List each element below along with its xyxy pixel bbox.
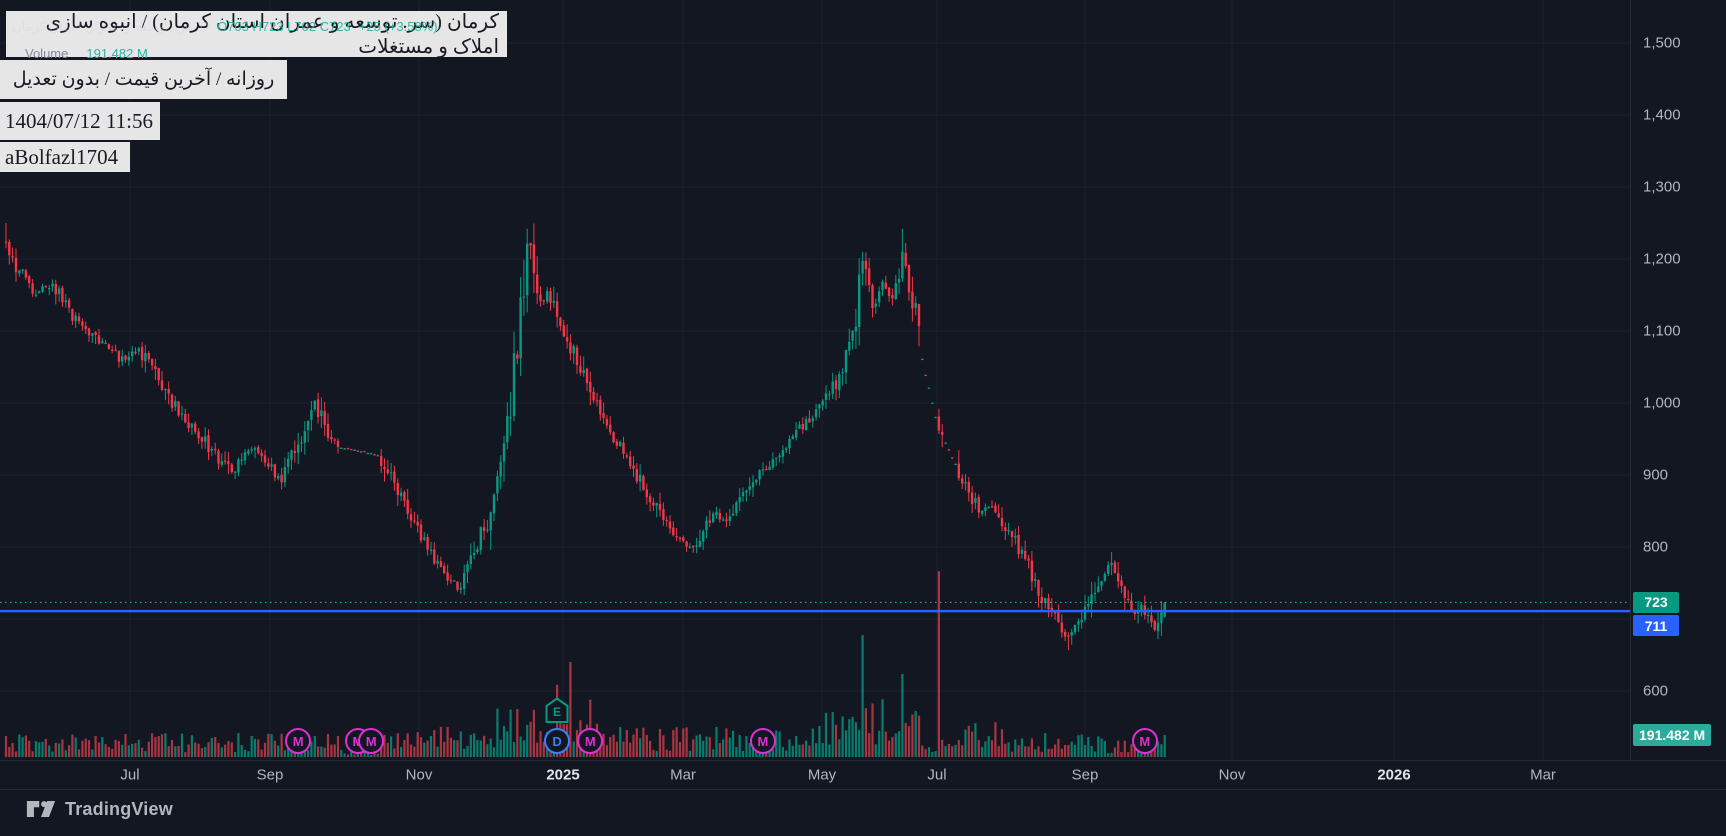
annotation-datetime[interactable]: 1404/07/12 11:56 (0, 102, 160, 140)
annotation-interval-note-text: روزانه / آخرین قیمت / بدون تعدیل (12, 69, 275, 90)
tradingview-logo-text: TradingView (65, 798, 173, 819)
time-axis-month-label: Sep (1071, 766, 1099, 784)
price-axis-label: 1,400 (1643, 106, 1681, 124)
dividend-marker-icon[interactable]: D (544, 728, 571, 754)
legend-ohlc-values: O703 H723 L702 C723 (217, 19, 351, 34)
last-price-badge: 723 (1633, 591, 1679, 613)
price-axis-label: 900 (1643, 466, 1669, 484)
annotation-datetime-text: 1404/07/12 11:56 (5, 108, 153, 133)
time-axis-year-label: 2025 (546, 766, 580, 784)
volume-label: Volume (25, 46, 69, 61)
earnings-marker-icon[interactable]: E (545, 697, 569, 729)
time-axis-month-label: Jul (120, 766, 140, 784)
volume-value: 191.482 M (86, 46, 148, 61)
volume-badge: 191.482 M (1633, 724, 1712, 746)
blue-line-price-badge: 711 (1633, 615, 1679, 637)
annotation-username-text: aBolfazl1704 (5, 144, 119, 169)
price-axis-label: 1,100 (1643, 322, 1681, 340)
assembly-marker-icon[interactable]: M (285, 728, 312, 754)
assembly-marker-icon[interactable]: M (577, 728, 604, 754)
assembly-marker-icon[interactable]: M (1131, 728, 1158, 754)
time-axis-month-label: Jul (927, 766, 947, 784)
time-axis-month-label: Mar (670, 766, 696, 784)
time-axis-month-label: Nov (405, 766, 433, 784)
assembly-marker-icon[interactable]: M (749, 728, 776, 754)
legend-interval: D (199, 19, 210, 34)
annotation-username[interactable]: aBolfazl1704 (0, 142, 130, 172)
annotation-symbol-name-text: کرمان (سر. توسعه و عمران استان کرمان) / … (45, 11, 500, 58)
assembly-marker-icon[interactable]: M (358, 728, 385, 754)
legend-change-value: +25 (+3.58%) (358, 19, 438, 34)
annotation-interval-note[interactable]: روزانه / آخرین قیمت / بدون تعدیل (0, 60, 287, 99)
symbol-legend-row[interactable]: س. توسعه و عمران استان کرمان D O703 H723… (12, 19, 438, 35)
price-scale[interactable]: 1,500 1,400 1,300 1,200 1,100 1,000 900 800 600 (1630, 0, 1726, 760)
price-axis-label: 1,000 (1643, 394, 1681, 412)
time-axis-month-label: Sep (256, 766, 284, 784)
price-axis-label: 600 (1643, 682, 1669, 700)
time-scale[interactable]: Jul Sep Nov 2025 Mar May Jul Sep Nov 2026 Mar (0, 760, 1726, 790)
legend-symbol-title: س. توسعه و عمران استان کرمان (12, 19, 192, 34)
price-axis-label: 1,200 (1643, 250, 1681, 268)
price-axis-label: 800 (1643, 538, 1669, 556)
volume-legend-row[interactable]: Volume 191.482 M (25, 46, 148, 61)
time-axis-month-label: Nov (1218, 766, 1246, 784)
time-axis-year-label: 2026 (1377, 766, 1411, 784)
price-axis-label: 1,500 (1643, 34, 1681, 52)
tradingview-attribution[interactable]: TradingView (26, 796, 173, 822)
svg-text:E: E (553, 705, 561, 719)
price-axis-label: 1,300 (1643, 178, 1681, 196)
annotation-symbol-name[interactable]: کرمان (سر. توسعه و عمران استان کرمان) / … (6, 11, 507, 58)
time-axis-month-label: May (807, 766, 837, 784)
tradingview-logo-icon (26, 801, 56, 817)
time-axis-month-label: Mar (1530, 766, 1556, 784)
